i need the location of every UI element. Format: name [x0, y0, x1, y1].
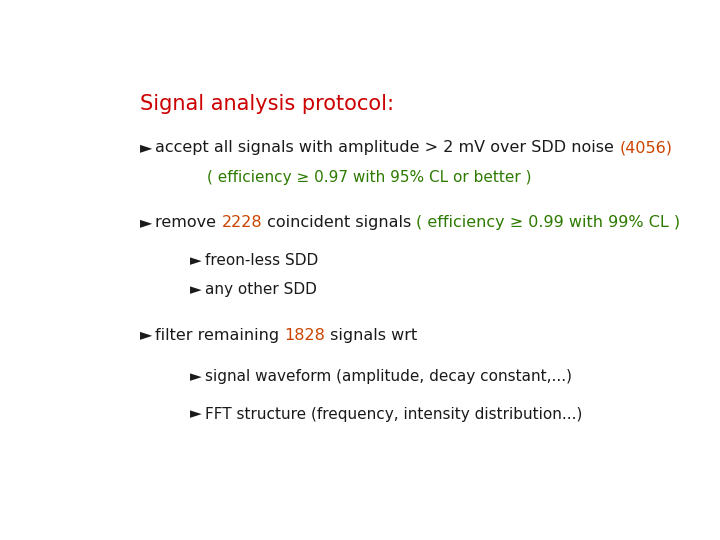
Text: 1828: 1828	[284, 328, 325, 342]
Text: ►: ►	[190, 253, 202, 268]
Text: ►: ►	[190, 369, 202, 384]
Text: filter remaining: filter remaining	[156, 328, 284, 342]
Text: any other SDD: any other SDD	[205, 282, 317, 297]
Text: FFT structure (frequency, intensity distribution...): FFT structure (frequency, intensity dist…	[205, 407, 582, 422]
Text: ( efficiency ≥ 0.99 with 99% CL ): ( efficiency ≥ 0.99 with 99% CL )	[416, 215, 680, 230]
Text: (4056): (4056)	[619, 140, 672, 156]
Text: ►: ►	[140, 215, 153, 230]
Text: accept all signals with amplitude > 2 mV over SDD noise: accept all signals with amplitude > 2 mV…	[156, 140, 619, 156]
Text: ( efficiency ≥ 0.97 with 95% CL or better ): ( efficiency ≥ 0.97 with 95% CL or bette…	[207, 170, 531, 185]
Text: freon-less SDD: freon-less SDD	[205, 253, 318, 268]
Text: signal waveform (amplitude, decay constant,...): signal waveform (amplitude, decay consta…	[205, 369, 572, 384]
Text: ►: ►	[190, 282, 202, 297]
Text: signals wrt: signals wrt	[325, 328, 418, 342]
Text: remove: remove	[156, 215, 221, 230]
Text: ►: ►	[190, 407, 202, 422]
Text: 2228: 2228	[221, 215, 262, 230]
Text: Signal analysis protocol:: Signal analysis protocol:	[140, 94, 395, 114]
Text: coincident signals: coincident signals	[262, 215, 416, 230]
Text: ►: ►	[140, 328, 153, 342]
Text: ►: ►	[140, 140, 153, 156]
